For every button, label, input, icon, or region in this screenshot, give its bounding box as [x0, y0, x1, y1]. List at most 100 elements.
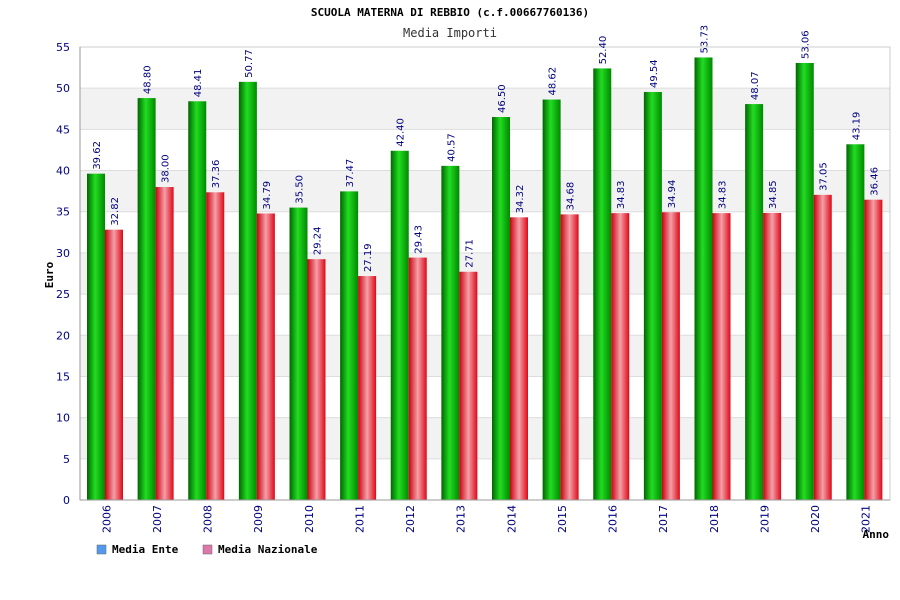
data-label: 53.73	[700, 25, 711, 54]
x-tick-label: 2018	[708, 505, 721, 533]
data-label: 29.24	[313, 227, 324, 256]
x-tick-label: 2013	[455, 505, 468, 533]
bar-media-ente-2012	[390, 150, 409, 500]
bar-media-ente-2008	[188, 101, 207, 500]
y-tick-label: 35	[56, 206, 70, 219]
data-label: 34.94	[667, 180, 678, 209]
bar-media-ente-2016	[593, 68, 612, 500]
data-label: 48.41	[193, 69, 204, 98]
data-label: 34.68	[566, 182, 577, 211]
data-label: 37.47	[345, 159, 356, 188]
data-label: 39.62	[92, 141, 103, 170]
bar-media-ente-2020	[795, 62, 814, 500]
y-tick-label: 45	[56, 123, 70, 136]
bar-media-ente-2019	[745, 104, 764, 500]
data-label: 37.36	[211, 160, 222, 189]
data-label: 37.05	[819, 162, 830, 191]
bar-media-nazionale-2021	[864, 199, 883, 500]
data-label: 34.32	[515, 185, 526, 214]
data-label: 27.19	[363, 243, 374, 272]
bar-media-nazionale-2010	[307, 259, 326, 500]
bar-media-nazionale-2009	[256, 213, 275, 500]
data-label: 49.54	[649, 59, 660, 88]
data-label: 52.40	[598, 36, 609, 65]
x-tick-label: 2014	[505, 505, 518, 533]
legend-label: Media Ente	[112, 543, 179, 556]
bar-media-nazionale-2016	[611, 213, 630, 501]
legend: Media Ente Media Nazionale	[96, 543, 318, 556]
x-tick-label: 2011	[353, 505, 366, 533]
x-tick-label: 2019	[758, 505, 771, 533]
data-label: 53.06	[801, 30, 812, 59]
legend-swatch	[96, 544, 107, 555]
y-tick-label: 5	[63, 453, 70, 466]
y-tick-label: 25	[56, 288, 70, 301]
y-tick-label: 30	[56, 247, 70, 260]
x-tick-label: 2007	[151, 505, 164, 533]
bar-media-nazionale-2011	[358, 276, 377, 500]
x-axis-title: Anno	[863, 528, 890, 541]
bar-media-ente-2015	[542, 99, 561, 500]
bar-media-ente-2007	[137, 98, 156, 500]
y-tick-label: 15	[56, 370, 70, 383]
bar-media-nazionale-2013	[459, 271, 478, 500]
data-label: 38.00	[161, 154, 172, 183]
legend-swatch	[202, 544, 213, 555]
bar-media-nazionale-2019	[763, 212, 782, 501]
data-label: 32.82	[110, 197, 121, 226]
data-label: 43.19	[851, 112, 862, 141]
bar-media-ente-2013	[441, 165, 460, 501]
x-tick-label: 2010	[303, 505, 316, 533]
bar-media-nazionale-2015	[560, 214, 579, 500]
x-tick-label: 2016	[607, 505, 620, 533]
bars	[87, 57, 883, 501]
y-tick-label: 20	[56, 329, 70, 342]
data-label: 48.80	[143, 65, 154, 94]
bar-media-nazionale-2020	[813, 194, 832, 501]
data-label: 40.57	[446, 133, 457, 162]
x-tick-label: 2008	[202, 505, 215, 533]
bar-media-ente-2018	[694, 57, 713, 501]
legend-label: Media Nazionale	[218, 543, 318, 556]
data-label: 50.77	[244, 49, 255, 78]
data-label: 48.62	[548, 67, 559, 96]
x-tick-label: 2020	[809, 505, 822, 533]
axes	[79, 47, 890, 501]
x-tick-labels: 2006 2007 2008 2009 2010 2011 2012 2013 2014 2015…	[100, 505, 872, 533]
y-tick-label: 55	[56, 41, 70, 54]
data-label: 36.46	[869, 167, 880, 196]
x-tick-label: 2015	[556, 505, 569, 533]
bar-media-ente-2021	[846, 144, 865, 500]
data-label: 48.07	[750, 71, 761, 100]
data-labels: 39.62 32.82 48.80 38.00 48.41 37.36 50.77 34.79…	[92, 25, 880, 272]
bar-media-nazionale-2014	[510, 217, 528, 500]
bar-media-ente-2011	[340, 191, 359, 500]
y-tick-label: 0	[63, 494, 70, 507]
x-tick-label: 2021	[860, 505, 873, 533]
bar-media-ente-2009	[238, 81, 257, 501]
data-label: 34.85	[768, 180, 779, 209]
data-label: 34.83	[718, 180, 729, 209]
data-label: 34.79	[262, 181, 273, 210]
x-tick-label: 2006	[100, 505, 113, 533]
y-tick-label: 50	[56, 82, 70, 95]
bar-media-ente-2014	[492, 117, 510, 500]
x-tick-label: 2017	[657, 505, 670, 533]
y-tick-label: 10	[56, 412, 70, 425]
bar-media-ente-2017	[643, 91, 662, 500]
bar-media-nazionale-2006	[105, 229, 123, 500]
x-tick-label: 2009	[252, 505, 265, 533]
y-tick-labels: 0 5 10 15 20 25 30 35 40 45 50 55	[56, 41, 70, 507]
y-tick-label: 40	[56, 165, 70, 178]
chart-subtitle: Media Importi	[403, 26, 497, 40]
data-label: 29.43	[414, 225, 425, 254]
bar-media-nazionale-2018	[712, 213, 731, 501]
x-tick-label: 2012	[404, 505, 417, 533]
data-label: 27.71	[464, 239, 475, 268]
data-label: 46.50	[497, 84, 508, 113]
bar-media-nazionale-2008	[206, 192, 225, 500]
bar-media-nazionale-2012	[408, 257, 427, 500]
data-label: 35.50	[295, 175, 306, 204]
chart-title: SCUOLA MATERNA DI REBBIO (c.f.0066776013…	[311, 6, 589, 19]
